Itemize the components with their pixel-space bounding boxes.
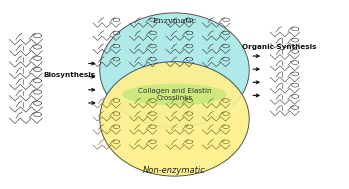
Text: Non-enzymatic: Non-enzymatic [143, 166, 206, 175]
Text: Biosynthesis: Biosynthesis [44, 72, 96, 78]
Text: Collagen and Elastin
Crosslinks: Collagen and Elastin Crosslinks [138, 88, 211, 101]
Text: Organic Synthesis: Organic Synthesis [242, 44, 317, 50]
Ellipse shape [100, 62, 249, 176]
Ellipse shape [100, 13, 249, 127]
Ellipse shape [122, 84, 227, 105]
Text: Enzymatic: Enzymatic [153, 17, 196, 25]
